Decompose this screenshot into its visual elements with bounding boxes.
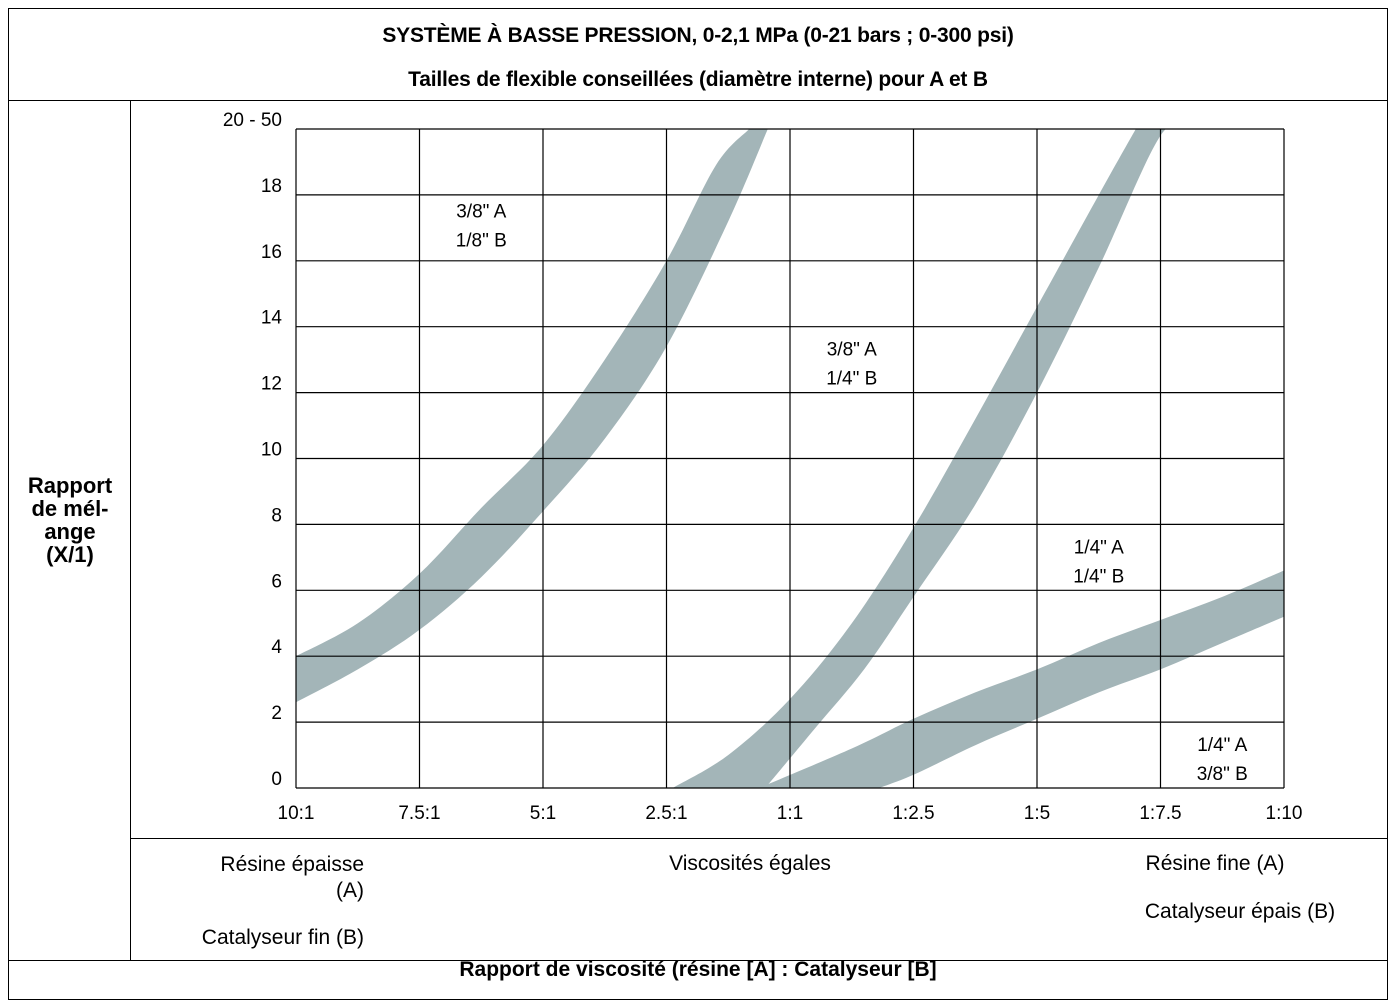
- note-thick-catalyst: Catalyseur épais (B): [1144, 900, 1336, 923]
- x-tick-label: 1:5: [1024, 803, 1050, 824]
- zone-labels-layer: 3/8" A 1/8" B 3/8" A 1/4" B 1/4" A 1/4" B 1/4"…: [456, 201, 1248, 785]
- y-axis-label-line: de mél-: [31, 496, 109, 521]
- zone-label-line: 3/8" A: [827, 340, 877, 361]
- x-tick-label: 10:1: [278, 803, 315, 824]
- y-tick-label: 14: [261, 308, 283, 329]
- y-tick-label: 12: [261, 374, 282, 395]
- y-tick-label: 10: [261, 440, 282, 461]
- grid-layer: [295, 128, 1285, 789]
- hose-size-boundary-band-3: [759, 570, 1284, 788]
- hose-size-boundary-band-2: [672, 129, 1192, 788]
- y-axis-label-line: Rapport: [27, 473, 113, 498]
- note-thin-resin: Résine fine (A): [1145, 852, 1285, 875]
- chart-subtitle: Tailles de flexible conseillées (diamètr…: [408, 68, 988, 91]
- y-tick-label: 8: [271, 505, 282, 526]
- y-tick-label: 2: [271, 703, 282, 724]
- note-thin-catalyst: Catalyseur fin (B): [201, 926, 364, 949]
- y-tick-label: 18: [261, 176, 282, 197]
- y-tick-label: 4: [271, 637, 282, 658]
- x-tick-label: 7.5:1: [398, 803, 440, 824]
- x-tick-label: 5:1: [530, 803, 556, 824]
- ticks-layer: 10:1 7.5:1 5:1 2.5:1 1:1 1:2.5 1:5 1:7.5 1:10 0 2 4…: [223, 110, 1303, 824]
- zone-label-line: 1/4" B: [1073, 566, 1124, 587]
- divider-ylabel-column: [130, 100, 131, 960]
- x-tick-label: 1:7.5: [1139, 803, 1181, 824]
- x-tick-label: 1:10: [1266, 803, 1303, 824]
- y-tick-label: 6: [271, 571, 282, 592]
- y-axis-label-line: (X/1): [46, 542, 94, 567]
- y-axis-label: Rapport de mél- ange (X/1): [10, 474, 130, 566]
- note-thick-resin-line2: (A): [336, 879, 364, 902]
- zone-label-line: 1/4" B: [826, 369, 877, 390]
- note-equal-viscosity: Viscosités égales: [669, 852, 831, 875]
- y-tick-label: 0: [271, 769, 282, 790]
- hose-size-boundary-band-1: [296, 129, 768, 703]
- y-tick-label: 16: [261, 242, 282, 263]
- x-axis-title: Rapport de viscosité (résine [A] : Catal…: [459, 958, 937, 981]
- y-axis-label-line: ange: [44, 519, 96, 544]
- x-tick-label: 1:1: [777, 803, 803, 824]
- zone-label-line: 1/4" A: [1074, 537, 1124, 558]
- x-tick-label: 2.5:1: [645, 803, 687, 824]
- zone-label-line: 3/8" B: [1197, 764, 1248, 785]
- zone-label-line: 1/8" B: [456, 230, 507, 251]
- chart-title: SYSTÈME À BASSE PRESSION, 0-2,1 MPa (0-2…: [382, 24, 1014, 47]
- y-tick-label: 20 - 50: [223, 110, 282, 131]
- zone-label-line: 3/8" A: [456, 201, 506, 222]
- divider-footer: [8, 960, 1388, 961]
- bands-layer: [296, 129, 1284, 788]
- divider-plot-notes: [130, 838, 1388, 839]
- x-tick-label: 1:2.5: [892, 803, 934, 824]
- note-thick-resin-line1: Résine épaisse: [220, 853, 364, 876]
- divider-title: [8, 100, 1388, 101]
- chart-frame: [8, 8, 1388, 1000]
- note-thick-resin: Résine épaisse (A): [132, 852, 364, 904]
- zone-label-line: 1/4" A: [1197, 735, 1247, 756]
